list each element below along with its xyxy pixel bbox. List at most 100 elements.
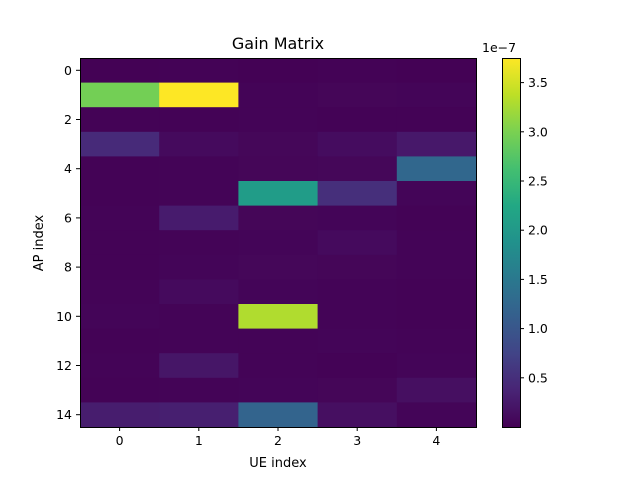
heatmap-cell	[396, 377, 477, 403]
x-tick-label: 0	[116, 433, 124, 448]
heatmap-cell	[317, 254, 398, 280]
y-axis-label: AP index	[32, 214, 47, 271]
colorbar-offset-label: 1e−7	[482, 40, 516, 55]
x-tick-label: 4	[432, 433, 440, 448]
colorbar-frame	[502, 58, 521, 428]
heatmap-cell	[317, 82, 398, 108]
heatmap-cell	[80, 402, 160, 428]
x-axis-label: UE index	[249, 456, 307, 471]
heatmap-cell	[396, 304, 477, 330]
colorbar-tick-label: 2.0	[528, 223, 548, 238]
x-tick-label: 1	[195, 433, 203, 448]
heatmap-cell	[396, 82, 477, 108]
heatmap-cell	[396, 402, 477, 428]
heatmap-cell	[159, 254, 239, 280]
y-tick-label: 2	[64, 112, 72, 127]
heatmap-cell	[317, 156, 398, 182]
heatmap-cell	[317, 402, 398, 428]
heatmap-cell	[317, 107, 398, 133]
heatmap-cell	[159, 304, 239, 330]
heatmap-cell	[238, 402, 319, 428]
heatmap-cell	[159, 82, 239, 108]
heatmap-cell	[238, 107, 319, 133]
heatmap-cell	[80, 156, 160, 182]
heatmap-cell	[317, 205, 398, 231]
y-tick-label: 8	[64, 260, 72, 275]
heatmap-cell	[317, 230, 398, 256]
heatmap-cell	[317, 58, 398, 84]
heatmap-cell	[396, 156, 477, 182]
heatmap-cells	[80, 58, 477, 428]
colorbar-tick-label: 3.0	[528, 124, 548, 139]
heatmap-cell	[317, 181, 398, 207]
heatmap-cell	[238, 304, 319, 330]
heatmap-cell	[80, 254, 160, 280]
x-tick-label: 3	[353, 433, 361, 448]
heatmap-cell	[396, 131, 477, 157]
heatmap-cell	[159, 58, 239, 84]
heatmap-cell	[396, 58, 477, 84]
heatmap-cell	[80, 304, 160, 330]
heatmap-cell	[396, 279, 477, 305]
heatmap-cell	[238, 377, 319, 403]
colorbar-tick-label: 1.5	[528, 272, 548, 287]
heatmap-cell	[80, 328, 160, 354]
heatmap-cell	[238, 131, 319, 157]
heatmap-cell	[238, 279, 319, 305]
heatmap-cell	[238, 181, 319, 207]
heatmap-cell	[80, 230, 160, 256]
heatmap-cell	[159, 353, 239, 379]
heatmap-cell	[80, 107, 160, 133]
colorbar-tick-label: 3.5	[528, 75, 548, 90]
y-tick-label: 6	[64, 210, 72, 225]
y-tick-label: 12	[56, 358, 72, 373]
heatmap-cell	[238, 353, 319, 379]
heatmap-cell	[159, 107, 239, 133]
heatmap-cell	[238, 156, 319, 182]
colorbar-tick-label: 1.0	[528, 321, 548, 336]
heatmap-cell	[317, 131, 398, 157]
heatmap-cell	[238, 82, 319, 108]
x-tick-label: 2	[274, 433, 282, 448]
heatmap-cell	[80, 131, 160, 157]
y-axis-ticks: 0 2 4 6 8 10 12 14	[56, 63, 80, 422]
heatmap-cell	[159, 328, 239, 354]
heatmap-cell	[80, 279, 160, 305]
heatmap-cell	[396, 181, 477, 207]
colorbar	[502, 58, 520, 427]
heatmap-cell	[238, 328, 319, 354]
heatmap-cell	[317, 353, 398, 379]
colorbar-ticks: 0.5 1.0 1.5 2.0 2.5 3.0 3.5	[520, 75, 548, 385]
heatmap-cell	[317, 304, 398, 330]
heatmap-cell	[238, 230, 319, 256]
heatmap-cell	[159, 181, 239, 207]
heatmap-cell	[159, 156, 239, 182]
heatmap-cell	[238, 205, 319, 231]
heatmap-cell	[238, 254, 319, 280]
colorbar-tick-label: 0.5	[528, 370, 548, 385]
heatmap-cell	[80, 82, 160, 108]
heatmap-cell	[238, 58, 319, 84]
heatmap-cell	[159, 279, 239, 305]
heatmap-cell	[396, 107, 477, 133]
heatmap-cell	[317, 328, 398, 354]
y-tick-label: 14	[56, 407, 72, 422]
heatmap-cell	[396, 353, 477, 379]
heatmap-cell	[317, 279, 398, 305]
x-axis-ticks: 0 1 2 3 4	[116, 427, 440, 448]
heatmap-cell	[80, 353, 160, 379]
chart-title: Gain Matrix	[232, 34, 324, 53]
y-tick-label: 10	[56, 309, 72, 324]
heatmap-cell	[80, 205, 160, 231]
heatmap-cell	[396, 254, 477, 280]
heatmap-cell	[80, 377, 160, 403]
y-tick-label: 0	[64, 63, 72, 78]
colorbar-tick-label: 2.5	[528, 174, 548, 189]
heatmap-cell	[80, 58, 160, 84]
y-tick-label: 4	[64, 161, 72, 176]
heatmap-cell	[396, 328, 477, 354]
heatmap-cell	[159, 230, 239, 256]
heatmap-cell	[159, 205, 239, 231]
heatmap-cell	[159, 402, 239, 428]
